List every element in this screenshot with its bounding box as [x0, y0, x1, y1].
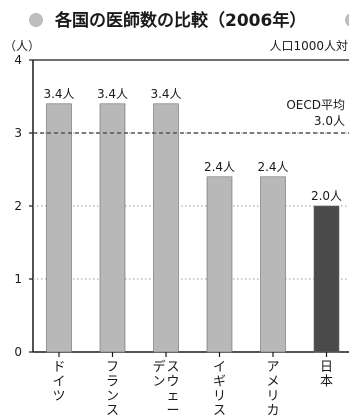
category-label-char: ェ	[166, 389, 179, 404]
value-label: 3.4人	[97, 87, 128, 101]
bar	[260, 176, 286, 353]
oecd-reference: OECD平均 3.0人	[33, 98, 349, 134]
gridlines	[33, 132, 349, 280]
category-label-char: ス	[106, 404, 119, 419]
y-tick-label: 1	[14, 272, 22, 286]
value-labels: 3.4人 3.4人 3.4人 2.4人 2.4人 2.0人	[43, 87, 342, 203]
category-label-char: ウ	[166, 375, 179, 390]
category-label-char: ー	[166, 404, 179, 419]
category-label-char: イ	[213, 360, 226, 375]
category-label-char: ス	[166, 360, 179, 375]
category-label-char: 本	[320, 375, 333, 390]
category-label-char: フ	[106, 360, 119, 375]
unit-note: 人口1000人対	[269, 39, 348, 53]
bar	[153, 103, 179, 353]
value-label: 2.4人	[257, 160, 288, 174]
value-label: 2.4人	[204, 160, 235, 174]
bar	[313, 205, 340, 353]
y-tick-labels: 0 1 2 3 4	[14, 53, 33, 359]
category-label-char: ア	[266, 360, 279, 375]
y-tick-label: 4	[14, 53, 22, 67]
y-axis-unit-label: （人）	[4, 39, 40, 53]
category-label-char: イ	[52, 375, 65, 390]
category-label-char: リ	[266, 389, 279, 404]
category-label-char: デ	[152, 359, 165, 375]
category-label-char: ド	[52, 360, 65, 375]
category-label-char: ン	[106, 389, 119, 404]
bar	[46, 103, 72, 353]
category-label-char: ス	[213, 404, 226, 419]
value-label: 3.4人	[43, 87, 74, 101]
bars	[46, 103, 340, 353]
chart-title: 各国の医師数の比較（2006年）	[54, 10, 306, 31]
value-label: 3.4人	[150, 87, 181, 101]
category-label-char: 日	[320, 360, 333, 375]
category-label-char: ン	[152, 375, 165, 390]
bar	[206, 176, 233, 353]
y-tick-label: 3	[14, 126, 22, 140]
reference-label-line1: OECD平均	[286, 98, 345, 112]
category-label-char: ツ	[52, 389, 65, 404]
category-label-char: ラ	[106, 375, 119, 390]
title-bullet-left	[29, 13, 43, 27]
category-label-char: ギ	[213, 375, 226, 390]
y-tick-label: 0	[14, 345, 22, 359]
category-label-char: カ	[266, 404, 279, 419]
bar	[99, 103, 126, 353]
title-bullet-right	[345, 13, 349, 27]
category-label-char: リ	[213, 389, 226, 404]
value-label: 2.0人	[311, 189, 342, 203]
reference-label-line2: 3.0人	[314, 114, 345, 128]
category-label-char: メ	[266, 375, 279, 390]
y-tick-label: 2	[14, 199, 22, 213]
